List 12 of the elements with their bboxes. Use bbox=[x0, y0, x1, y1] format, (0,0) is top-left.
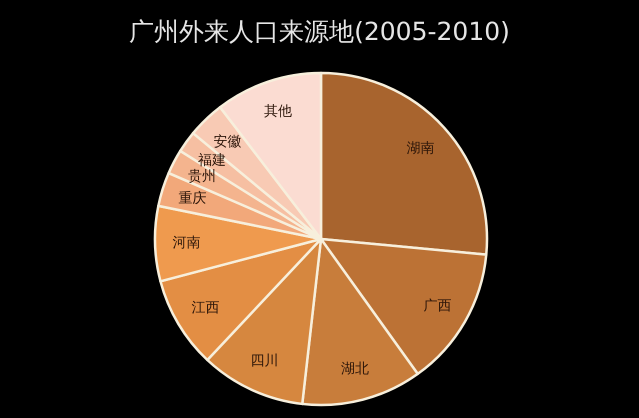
slice-label: 福建 bbox=[198, 152, 226, 168]
slice-label: 广西 bbox=[424, 298, 452, 314]
slice-label: 四川 bbox=[250, 353, 279, 370]
slice-label: 安徽 bbox=[214, 134, 242, 150]
slice-label: 贵州 bbox=[188, 168, 216, 184]
slice-label: 河南 bbox=[172, 234, 201, 251]
chart-title: 广州外来人口来源地(2005-2010) bbox=[129, 17, 510, 46]
slice-label: 重庆 bbox=[178, 190, 207, 207]
slice-label: 其他 bbox=[264, 104, 292, 120]
slice-label: 湖北 bbox=[340, 361, 369, 378]
slice-label: 江西 bbox=[191, 300, 220, 316]
slice-label: 湖南 bbox=[406, 140, 434, 157]
